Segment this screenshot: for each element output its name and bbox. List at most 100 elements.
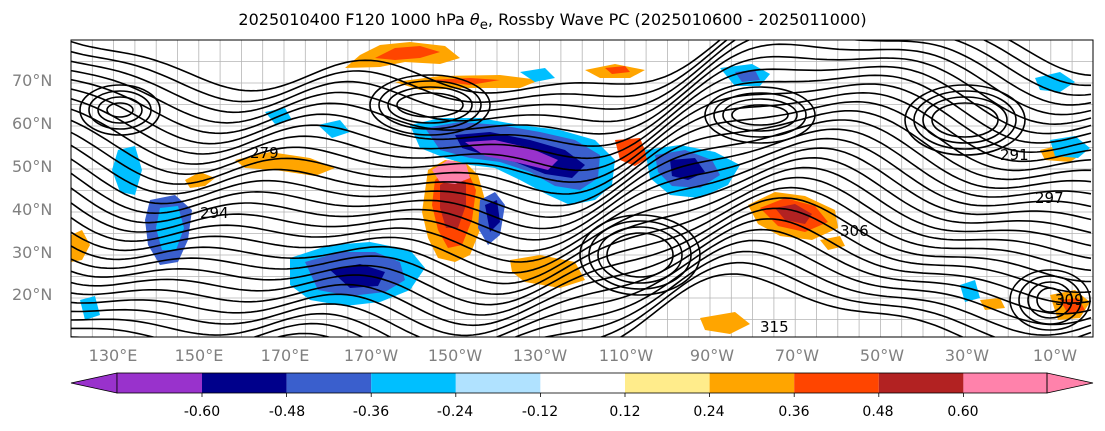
anomaly-patch <box>318 120 350 138</box>
theta-e-closed-contour <box>396 92 464 118</box>
theta-e-contour <box>71 228 1092 337</box>
anomaly-patch <box>700 312 750 334</box>
lat-label: 60°N <box>12 114 52 133</box>
lon-label: 90°W <box>690 346 734 365</box>
colorbar-segment <box>286 373 372 393</box>
anomaly-patch <box>185 172 215 188</box>
theta-e-closed-contour <box>369 74 491 136</box>
theta-e-contour <box>71 74 1092 172</box>
contour-label: 279 <box>250 144 279 162</box>
colorbar-segment <box>117 373 202 393</box>
colorbar-tick-label: -0.60 <box>184 404 220 420</box>
anomaly-patch <box>235 152 335 176</box>
theta-e-contour <box>71 166 1092 285</box>
theta-e-contour <box>71 55 1092 147</box>
theta-e-contour <box>71 65 1092 160</box>
anomaly-patch <box>330 264 385 288</box>
theta-e-closed-contour <box>1009 269 1091 331</box>
title-subscript: e <box>479 18 488 34</box>
contour-label: 291 <box>1000 146 1029 164</box>
theta-e-closed-contour <box>88 90 152 130</box>
colorbar-tick-label: -0.48 <box>269 404 305 420</box>
colorbar-tick-label: 0.24 <box>693 404 724 420</box>
anomaly-patch <box>520 68 555 82</box>
theta-e-contour <box>71 137 1092 252</box>
theta-e-contour <box>71 218 1092 337</box>
anomaly-patch <box>1035 72 1075 92</box>
theta-e-closed-contour <box>1027 281 1073 319</box>
theta-e-contour <box>619 273 965 337</box>
colorbar-segment <box>540 373 625 393</box>
theta-e-closed-contour <box>1018 275 1082 325</box>
lat-label: 70°N <box>12 71 52 90</box>
theta-e-contour <box>71 40 1092 114</box>
map-title: 2025010400 F120 1000 hPa θe, Rossby Wave… <box>0 10 1105 33</box>
colorbar-tick-label: 0.12 <box>609 404 640 420</box>
lon-label: 170°W <box>344 346 399 365</box>
anomaly-patch <box>440 176 466 228</box>
title-theta-symbol: θ <box>469 10 480 29</box>
lon-label: 30°W <box>945 346 989 365</box>
colorbar-min-extension <box>70 372 118 394</box>
theta-e-closed-contour <box>106 102 134 118</box>
colorbar-segment <box>625 373 710 393</box>
theta-e-closed-contour <box>588 220 692 290</box>
colorbar-segment <box>202 373 287 393</box>
theta-e-contours <box>71 40 1092 337</box>
theta-e-contour <box>71 100 1092 207</box>
theta-e-closed-contour <box>722 98 798 132</box>
theta-e-contour <box>71 110 1092 219</box>
theta-e-closed-contour <box>704 86 816 144</box>
colorbar-tick-label: 0.60 <box>947 404 978 420</box>
lon-label: 10°W <box>1033 346 1077 365</box>
anomaly-patch <box>430 78 500 85</box>
theta-e-closed-contour <box>1036 287 1064 313</box>
colorbar-frame <box>116 372 1048 394</box>
contour-label: 309 <box>1055 291 1084 309</box>
theta-e-contour <box>71 128 1092 241</box>
anomaly-patch <box>960 280 980 302</box>
theta-e-closed-contour <box>378 80 482 130</box>
lon-label: 70°W <box>775 346 819 365</box>
lat-label: 50°N <box>12 157 52 176</box>
colorbar-tick-label: 0.36 <box>778 404 809 420</box>
lon-label: 130°W <box>513 346 568 365</box>
theta-e-closed-contour <box>387 86 473 124</box>
map-panel: 279 294 291 306 297 309 315 <box>71 40 1093 337</box>
colorbar-segment <box>371 373 456 393</box>
theta-e-closed-contour <box>97 96 143 124</box>
longitude-labels: 130°E 150°E 170°E 170°W 150°W 130°W 110°… <box>89 346 1078 365</box>
colorbar-segment <box>455 373 541 393</box>
theta-e-closed-contour <box>913 90 1017 150</box>
anomaly-patch <box>605 66 630 74</box>
contour-label: 297 <box>1035 189 1064 207</box>
theta-e-contour <box>71 186 1092 306</box>
theta-e-contour <box>71 239 1092 337</box>
contour-label: 294 <box>200 204 229 222</box>
lat-label: 40°N <box>12 200 52 219</box>
colorbar <box>70 372 1094 397</box>
theta-e-contour <box>71 119 1092 230</box>
colorbar-tick-label: -0.12 <box>522 404 558 420</box>
theta-e-contour <box>71 43 1092 135</box>
colorbar-tick-label: -0.36 <box>353 404 389 420</box>
theta-e-closed-contour <box>731 104 789 126</box>
theta-e-closed-contour <box>597 226 683 284</box>
theta-e-contour <box>71 147 1092 263</box>
theta-e-closed-contour <box>606 232 674 278</box>
colorbar-segment <box>878 373 964 393</box>
title-suffix: , Rossby Wave PC (2025010600 - 202501100… <box>487 10 867 29</box>
theta-e-contour <box>71 40 1092 94</box>
theta-e-contour <box>71 40 1091 104</box>
theta-e-closed-contour <box>904 84 1026 156</box>
colorbar-tick-label: -0.24 <box>437 404 473 420</box>
latitude-labels: 70°N 60°N 50°N 40°N 30°N 20°N <box>12 71 52 304</box>
lon-label: 50°W <box>860 346 904 365</box>
contour-label: 306 <box>840 222 869 240</box>
contour-labels: 279 294 291 306 297 309 315 <box>200 144 1084 336</box>
theta-e-closed-contour <box>922 96 1008 144</box>
theta-e-contour <box>71 197 1092 316</box>
colorbar-tick-labels: -0.60 -0.48 -0.36 -0.24 -0.12 0.12 0.24 … <box>184 404 979 420</box>
theta-e-contour <box>71 261 1092 337</box>
